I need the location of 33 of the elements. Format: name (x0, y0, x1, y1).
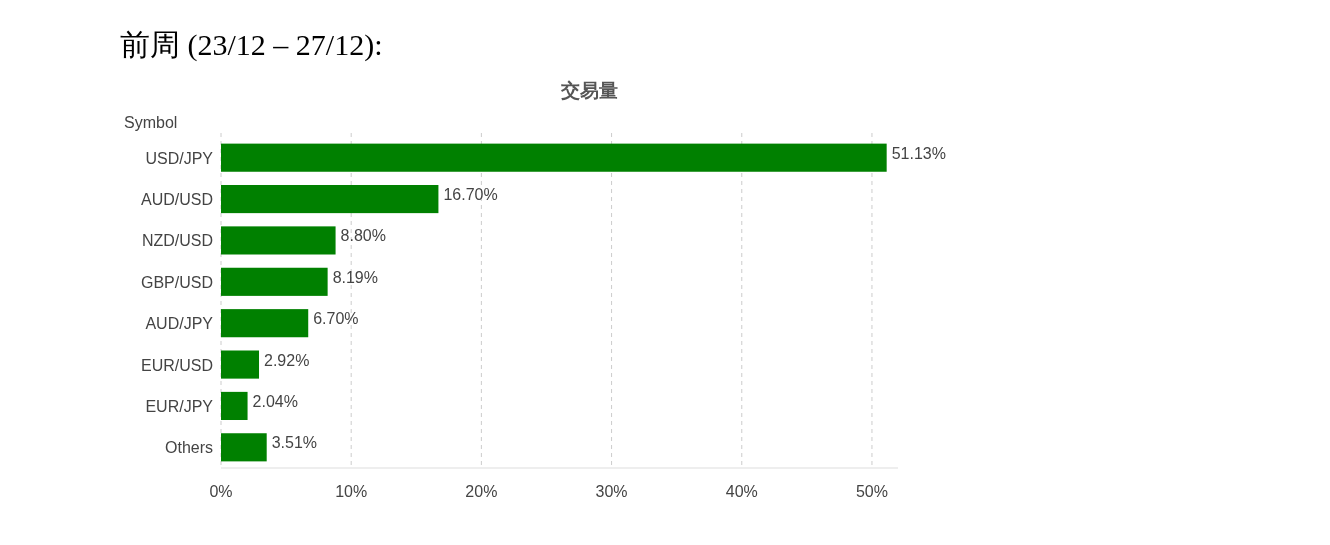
bar (221, 433, 267, 462)
data-label: 8.19% (332, 268, 378, 286)
x-tick-label: 10% (335, 483, 368, 500)
bar (221, 391, 248, 421)
data-label: 51.13% (891, 144, 946, 162)
chart-subtitle: 交易量 (559, 80, 618, 101)
x-tick-label: 40% (725, 483, 758, 500)
bar (221, 309, 309, 338)
data-label: 2.92% (264, 351, 310, 369)
data-label: 16.70% (443, 186, 498, 204)
y-tick-label: EUR/USD (140, 356, 213, 374)
y-tick-label: EUR/JPY (145, 397, 214, 415)
x-tick-label: 20% (465, 483, 498, 500)
y-tick-label: Others (164, 439, 213, 457)
chart-title: 前周 (23/12 – 27/12): (120, 28, 383, 62)
bar (221, 143, 887, 172)
data-label: 8.80% (340, 227, 386, 245)
data-label: 6.70% (313, 310, 359, 328)
y-tick-label: AUD/JPY (145, 315, 214, 333)
y-tick-label: USD/JPY (145, 149, 214, 167)
bar (221, 267, 328, 296)
bar (221, 350, 260, 379)
bar (221, 226, 336, 255)
y-tick-label: NZD/USD (141, 232, 213, 250)
data-label: 2.04% (252, 392, 298, 410)
y-tick-label: AUD/USD (140, 191, 213, 209)
bar (221, 185, 439, 214)
y-tick-label: GBP/USD (140, 273, 213, 291)
y-axis-title: Symbol (124, 114, 178, 131)
data-label: 3.51% (271, 434, 318, 452)
x-tick-label: 0% (209, 483, 233, 500)
x-tick-label: 30% (595, 483, 628, 500)
x-tick-label: 50% (855, 483, 888, 500)
